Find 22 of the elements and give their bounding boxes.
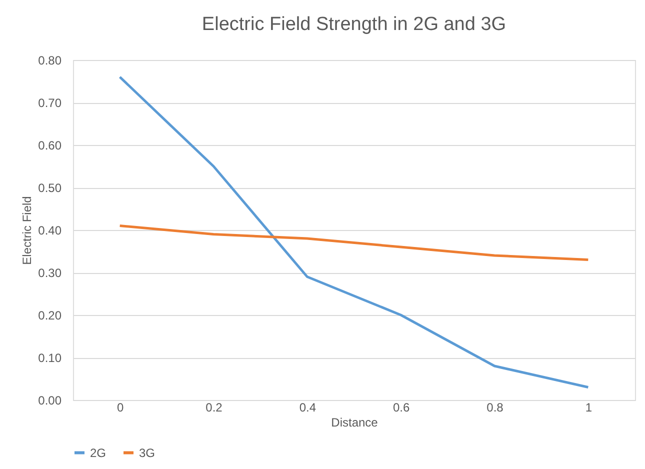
chart-title: Electric Field Strength in 2G and 3G — [202, 14, 506, 35]
line-series — [118, 76, 590, 388]
y-tick-label: 0.80 — [38, 54, 62, 68]
x-axis-title: Distance — [331, 416, 378, 430]
x-tick-label: 0.2 — [206, 400, 223, 414]
y-tick-label: 0.00 — [38, 394, 62, 408]
y-tick-label: 0.30 — [38, 266, 62, 280]
x-tick-label: 0.4 — [299, 400, 316, 414]
x-tick-label: 0 — [116, 400, 124, 414]
y-axis-title: Electric Field — [20, 196, 34, 265]
x-tick-label: 1 — [585, 400, 592, 414]
y-tick-label: 0.70 — [38, 96, 62, 110]
x-tick-label: 0.8 — [486, 400, 504, 414]
line-series — [118, 224, 590, 261]
legend-label: 3G — [139, 446, 156, 460]
x-tick-label: 0.6 — [392, 400, 410, 414]
y-tick-label: 0.20 — [38, 308, 62, 322]
y-tick-label: 0.40 — [38, 224, 62, 238]
y-tick-label: 0.60 — [38, 138, 62, 152]
y-tick-label: 0.10 — [38, 351, 62, 365]
legend-label: 2G — [90, 446, 106, 460]
y-tick-label: 0.50 — [38, 181, 62, 195]
